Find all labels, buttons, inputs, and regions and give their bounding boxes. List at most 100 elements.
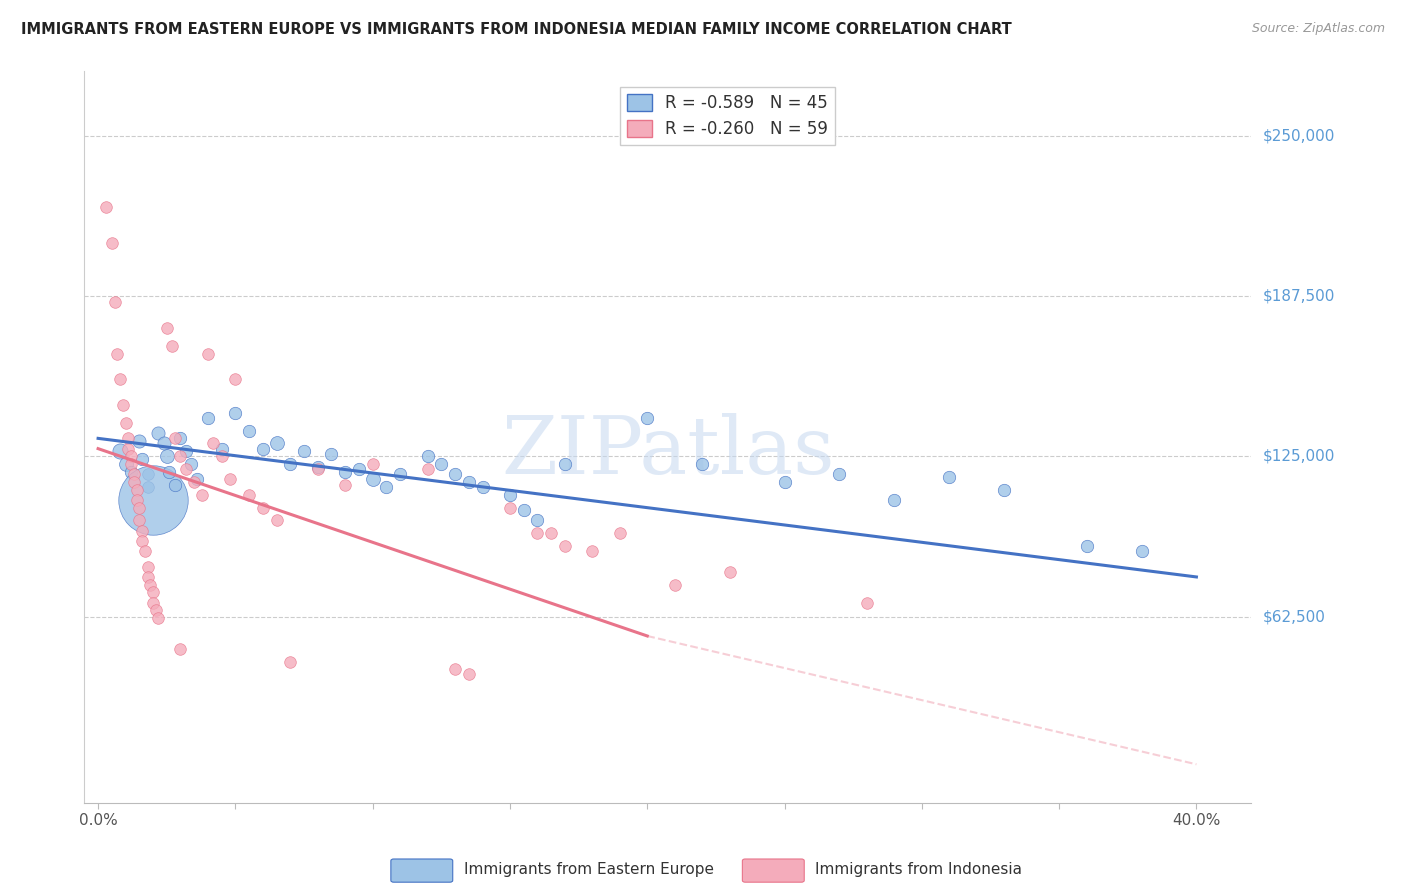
Text: $125,000: $125,000	[1263, 449, 1334, 464]
Point	[131, 534, 153, 549]
Point	[197, 410, 219, 425]
Point	[136, 480, 159, 494]
Point	[664, 577, 686, 591]
Point	[266, 436, 288, 450]
Point	[292, 444, 315, 458]
Point	[1130, 544, 1153, 558]
Point	[163, 431, 186, 445]
Point	[444, 467, 467, 482]
Point	[375, 480, 398, 494]
Point	[224, 372, 246, 386]
Point	[307, 459, 329, 474]
Point	[636, 410, 658, 425]
Point	[120, 457, 142, 471]
Point	[191, 488, 214, 502]
Point	[117, 431, 139, 445]
Text: $62,500: $62,500	[1263, 609, 1326, 624]
Point	[156, 321, 179, 335]
Point	[108, 372, 131, 386]
Point	[114, 457, 136, 471]
Text: $250,000: $250,000	[1263, 128, 1334, 143]
Text: ZIPatlas: ZIPatlas	[501, 413, 835, 491]
Point	[111, 398, 134, 412]
Legend: R = -0.589   N = 45, R = -0.260   N = 59: R = -0.589 N = 45, R = -0.260 N = 59	[620, 87, 835, 145]
Point	[131, 524, 153, 538]
Text: Immigrants from Eastern Europe: Immigrants from Eastern Europe	[464, 863, 714, 877]
Point	[718, 565, 741, 579]
Point	[128, 500, 150, 515]
Point	[174, 444, 197, 458]
Point	[252, 442, 274, 456]
Point	[101, 236, 124, 251]
Point	[335, 465, 357, 479]
Point	[554, 539, 576, 553]
Point	[134, 544, 156, 558]
Point	[512, 503, 534, 517]
Point	[224, 406, 246, 420]
Point	[131, 451, 153, 466]
Point	[690, 457, 713, 471]
Point	[457, 475, 479, 489]
Point	[252, 500, 274, 515]
Point	[142, 596, 165, 610]
Point	[180, 457, 202, 471]
Point	[186, 472, 208, 486]
Point	[122, 475, 145, 489]
Point	[128, 514, 150, 528]
Point	[307, 462, 329, 476]
Point	[139, 577, 162, 591]
Point	[471, 480, 494, 494]
Point	[103, 295, 125, 310]
Point	[183, 475, 205, 489]
Point	[278, 457, 301, 471]
Point	[142, 585, 165, 599]
Point	[238, 488, 260, 502]
Point	[163, 477, 186, 491]
Point	[581, 544, 603, 558]
Point	[156, 450, 179, 464]
Point	[526, 514, 548, 528]
Point	[347, 462, 370, 476]
Point	[321, 447, 343, 461]
Point	[159, 465, 181, 479]
Point	[444, 662, 467, 676]
Point	[219, 472, 242, 486]
Point	[499, 500, 522, 515]
Point	[202, 436, 225, 450]
Point	[211, 442, 233, 456]
Point	[136, 570, 159, 584]
Point	[499, 488, 522, 502]
Point	[169, 641, 191, 656]
Point	[211, 450, 233, 464]
Point	[416, 462, 439, 476]
Point	[1076, 539, 1098, 553]
Point	[148, 426, 170, 441]
Point	[238, 424, 260, 438]
Point	[389, 467, 412, 482]
Point	[335, 477, 357, 491]
Point	[142, 492, 165, 507]
Point	[153, 436, 176, 450]
Point	[117, 442, 139, 456]
Point	[136, 559, 159, 574]
Point	[169, 431, 191, 445]
Point	[120, 450, 142, 464]
Point	[609, 526, 631, 541]
Point	[108, 444, 131, 458]
Point	[526, 526, 548, 541]
Text: $187,500: $187,500	[1263, 288, 1334, 303]
Point	[160, 339, 183, 353]
Point	[430, 457, 453, 471]
Point	[125, 492, 148, 507]
Point	[125, 483, 148, 497]
Point	[145, 603, 167, 617]
Point	[883, 492, 905, 507]
Point	[938, 470, 960, 484]
Text: IMMIGRANTS FROM EASTERN EUROPE VS IMMIGRANTS FROM INDONESIA MEDIAN FAMILY INCOME: IMMIGRANTS FROM EASTERN EUROPE VS IMMIGR…	[21, 22, 1012, 37]
Point	[169, 450, 191, 464]
Point	[114, 416, 136, 430]
Point	[266, 514, 288, 528]
Point	[993, 483, 1015, 497]
Point	[136, 467, 159, 482]
Point	[773, 475, 796, 489]
